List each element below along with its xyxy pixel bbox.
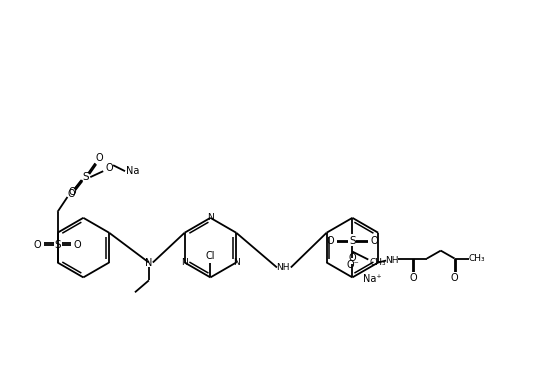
Text: O: O — [348, 253, 356, 262]
Text: O: O — [95, 153, 103, 163]
Text: O: O — [69, 187, 76, 197]
Text: O: O — [73, 239, 81, 250]
Text: CH₃: CH₃ — [468, 254, 485, 263]
Text: NH: NH — [385, 256, 399, 265]
Text: O: O — [34, 239, 41, 250]
Text: N: N — [145, 257, 153, 268]
Text: S: S — [349, 236, 356, 246]
Text: Na: Na — [126, 166, 140, 176]
Text: O: O — [370, 236, 378, 246]
Text: O: O — [106, 163, 113, 173]
Text: O: O — [409, 273, 417, 284]
Text: S: S — [54, 239, 61, 250]
Text: N: N — [207, 213, 214, 222]
Text: O: O — [327, 236, 334, 246]
Text: O: O — [451, 273, 458, 284]
Text: N: N — [181, 258, 188, 267]
Text: Cl: Cl — [206, 250, 215, 261]
Text: CH₃: CH₃ — [370, 258, 386, 267]
Text: NH: NH — [276, 263, 289, 272]
Text: Na⁺: Na⁺ — [363, 275, 382, 284]
Text: O⁻: O⁻ — [346, 259, 359, 269]
Text: S: S — [82, 172, 88, 182]
Text: O: O — [68, 189, 75, 199]
Text: N: N — [233, 258, 240, 267]
